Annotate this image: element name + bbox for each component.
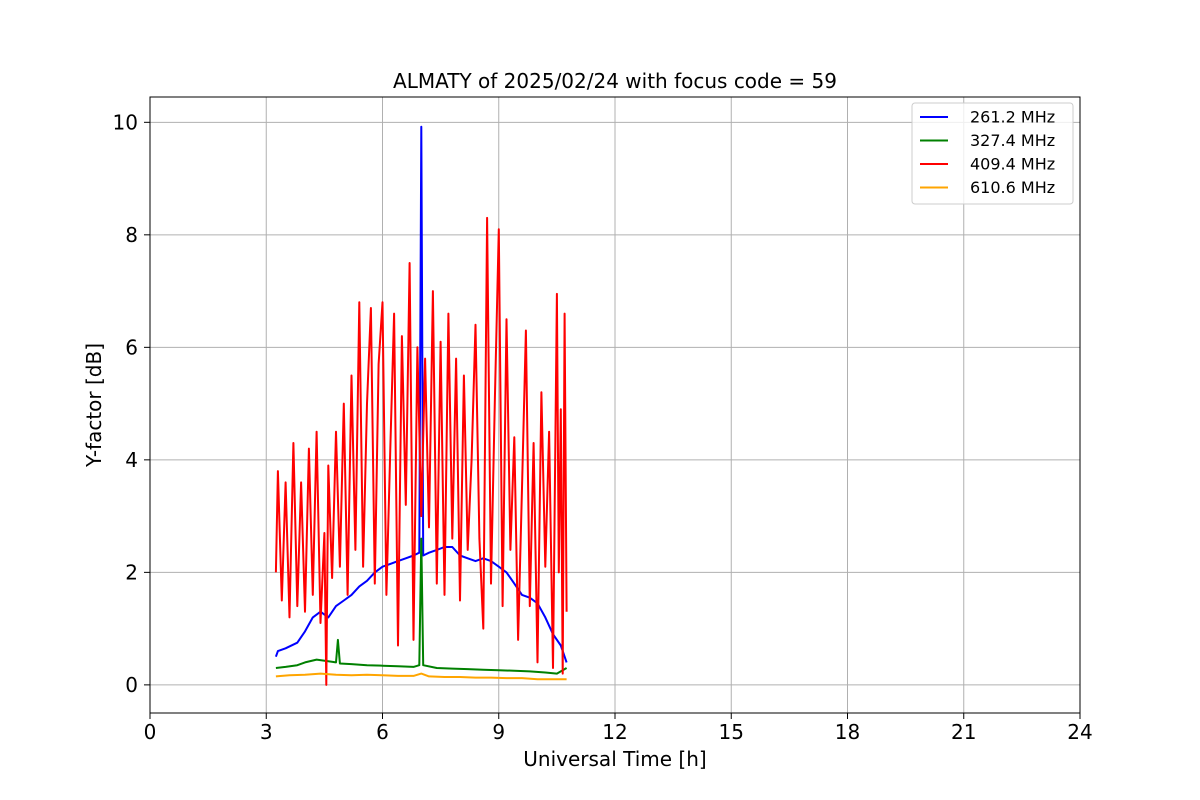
y-tick-label: 0 [125, 673, 138, 697]
x-tick-label: 6 [376, 720, 389, 744]
y-tick-label: 10 [113, 110, 138, 134]
x-tick-label: 12 [602, 720, 627, 744]
y-tick-label: 4 [125, 448, 138, 472]
x-tick-label: 15 [719, 720, 744, 744]
chart-title: ALMATY of 2025/02/24 with focus code = 5… [393, 69, 837, 93]
x-tick-label: 0 [144, 720, 157, 744]
x-axis-label: Universal Time [h] [523, 747, 706, 771]
x-tick-label: 24 [1067, 720, 1092, 744]
legend: 261.2 MHz 327.4 MHz 409.4 MHz 610.6 MHz [911, 102, 1074, 205]
legend-label: 261.2 MHz [970, 108, 1055, 127]
legend-label: 409.4 MHz [970, 155, 1055, 174]
legend-label: 327.4 MHz [970, 131, 1055, 150]
series-line-610-6-mhz [275, 672, 567, 681]
legend-label: 610.6 MHz [970, 178, 1055, 197]
y-tick-label: 8 [125, 223, 138, 247]
x-tick-label: 21 [951, 720, 976, 744]
y-tick-label: 6 [125, 335, 138, 359]
x-tick-label: 3 [260, 720, 273, 744]
y-axis-label: Y-factor [dB] [82, 343, 106, 468]
y-tick-label: 2 [125, 560, 138, 584]
series-line-409-4-mhz [274, 216, 568, 686]
series-layer [274, 125, 568, 686]
legend-box [911, 102, 1074, 205]
x-tick-label: 9 [492, 720, 505, 744]
x-tick-label: 18 [835, 720, 860, 744]
series-line-327-4-mhz [275, 537, 568, 675]
